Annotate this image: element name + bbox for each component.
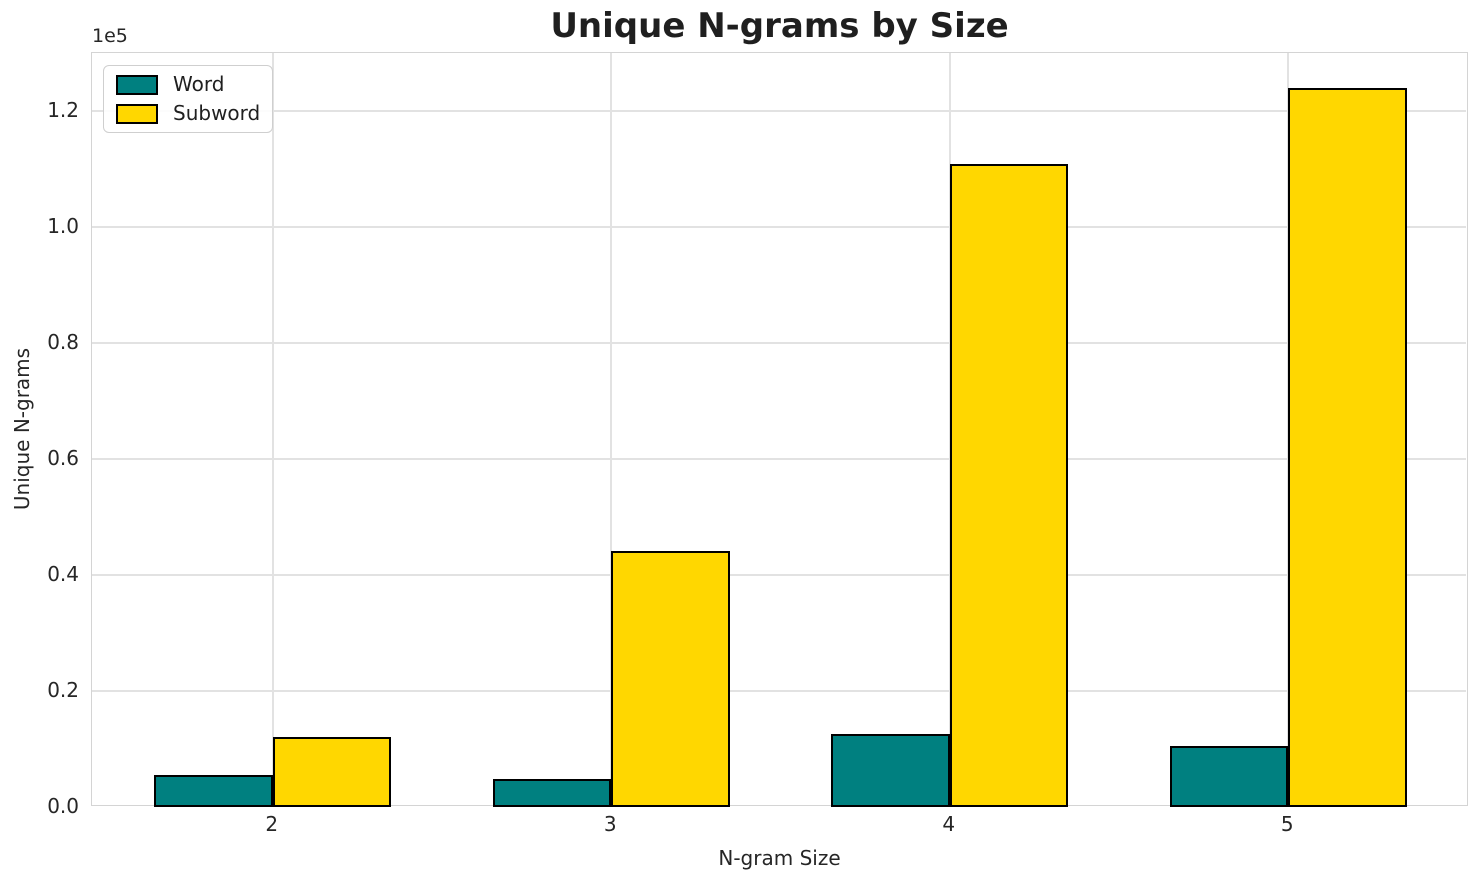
legend-item-subword: Subword [116,102,260,125]
y-tick-label: 0.8 [47,329,79,354]
plot-area [91,52,1468,807]
legend-swatch-word [116,74,158,95]
x-gridline [271,53,274,807]
bar-subword-2 [272,736,392,807]
x-tick-label: 4 [942,812,956,836]
bar-subword-5 [1288,88,1407,807]
y-tick-label: 1.2 [47,97,79,122]
legend-label: Subword [173,101,261,125]
legend-label: Word [173,72,225,96]
chart-title: Unique N-grams by Size [550,6,1009,46]
y-gridline [92,342,1466,344]
bar-word-2 [154,775,273,807]
y-gridline [92,226,1466,228]
bar-subword-4 [949,164,1069,807]
y-axis-offset-label: 1e5 [92,25,128,47]
y-gridline [92,574,1466,576]
x-gridline [610,53,613,807]
legend: Word Subword [103,65,274,133]
x-axis-label: N-gram Size [718,846,841,870]
y-tick-label: 1.0 [47,213,79,238]
y-tick-label: 0.6 [47,445,79,470]
x-tick-label: 2 [265,812,279,836]
legend-item-word: Word [116,73,260,96]
bar-word-5 [1169,746,1289,807]
y-gridline [92,458,1466,460]
x-tick-label: 5 [1280,812,1294,836]
y-tick-label: 0.4 [47,561,79,586]
y-tick-label: 0.2 [47,677,79,702]
y-gridline [92,110,1466,112]
bar-word-3 [492,779,612,807]
bar-subword-3 [611,550,730,807]
x-tick-label: 3 [603,812,617,836]
y-tick-label: 0.0 [47,793,79,818]
y-axis-label: Unique N-grams [10,347,34,511]
y-gridline [92,690,1466,692]
bar-word-4 [831,733,950,807]
legend-swatch-subword [116,103,158,124]
